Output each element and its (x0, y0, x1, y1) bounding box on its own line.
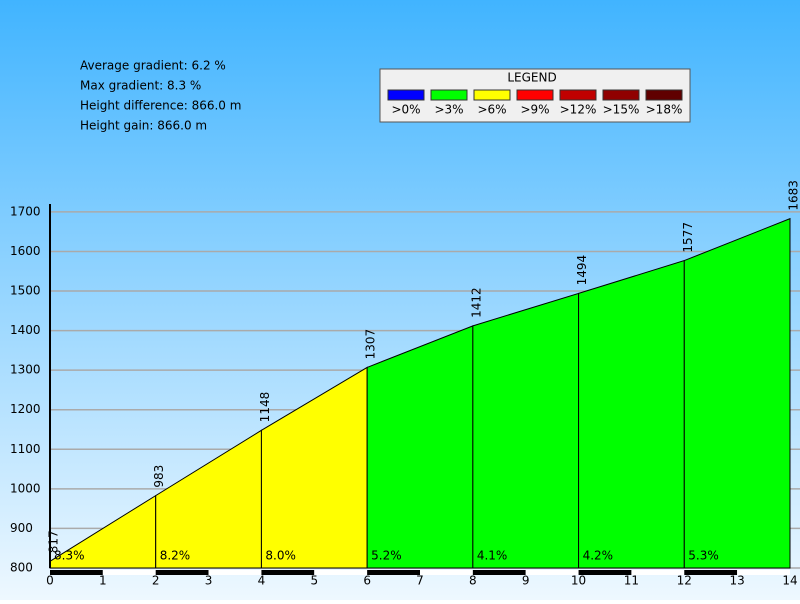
stat-text: Max gradient: 8.3 % (80, 79, 201, 93)
x-axis-stripe (420, 570, 473, 575)
x-tick-label: 13 (730, 574, 745, 588)
profile-segment (579, 261, 685, 568)
legend-label: >15% (603, 103, 640, 117)
x-axis-stripe (473, 570, 526, 575)
legend-label: >18% (646, 103, 683, 117)
x-tick-label: 5 (310, 574, 318, 588)
x-axis-stripe (209, 570, 262, 575)
stat-text: Average gradient: 6.2 % (80, 59, 226, 73)
x-axis-stripe (156, 570, 209, 575)
gradient-label: 8.2% (160, 549, 191, 563)
y-tick-label: 800 (10, 561, 33, 575)
legend-swatch (474, 90, 510, 100)
x-tick-label: 7 (416, 574, 424, 588)
profile-segment (473, 293, 579, 568)
elevation-label: 817 (47, 530, 61, 553)
legend-label: >12% (560, 103, 597, 117)
elevation-label: 1307 (364, 329, 378, 360)
elevation-label: 1577 (681, 222, 695, 253)
profile-segment (367, 326, 473, 568)
legend-swatch (603, 90, 639, 100)
x-axis-stripe (367, 570, 420, 575)
x-tick-label: 1 (99, 574, 107, 588)
x-tick-label: 11 (624, 574, 639, 588)
legend-label: >0% (391, 103, 420, 117)
legend-swatch (560, 90, 596, 100)
x-tick-label: 3 (205, 574, 213, 588)
legend-swatch (517, 90, 553, 100)
x-axis-stripe (314, 570, 367, 575)
gradient-label: 5.3% (688, 549, 719, 563)
y-tick-label: 1700 (10, 204, 41, 218)
legend-title: LEGEND (507, 71, 556, 85)
x-tick-label: 14 (782, 574, 797, 588)
legend-label: >3% (434, 103, 463, 117)
legend-label: >9% (520, 103, 549, 117)
y-tick-label: 1100 (10, 442, 41, 456)
stat-text: Height gain: 866.0 m (80, 119, 207, 133)
y-tick-label: 1500 (10, 284, 41, 298)
legend-swatch (646, 90, 682, 100)
y-tick-label: 1200 (10, 402, 41, 416)
y-tick-label: 900 (10, 521, 33, 535)
gradient-label: 4.2% (583, 549, 614, 563)
x-axis-stripe (261, 570, 314, 575)
y-tick-label: 1000 (10, 481, 41, 495)
x-axis-stripe (50, 570, 103, 575)
y-tick-label: 1400 (10, 323, 41, 337)
x-tick-label: 10 (571, 574, 586, 588)
legend-label: >6% (477, 103, 506, 117)
x-tick-label: 9 (522, 574, 530, 588)
elevation-label: 1412 (469, 287, 483, 318)
x-tick-label: 6 (363, 574, 371, 588)
x-tick-label: 0 (46, 574, 54, 588)
gradient-label: 8.0% (265, 549, 296, 563)
elevation-label: 1683 (787, 180, 800, 211)
elevation-label: 1148 (258, 392, 272, 423)
stat-text: Height difference: 866.0 m (80, 99, 241, 113)
legend-swatch (388, 90, 424, 100)
y-tick-label: 1600 (10, 244, 41, 258)
y-tick-label: 1300 (10, 363, 41, 377)
legend-swatch (431, 90, 467, 100)
x-tick-label: 8 (469, 574, 477, 588)
gradient-label: 4.1% (477, 549, 508, 563)
elevation-label: 1494 (575, 255, 589, 286)
gradient-label: 5.2% (371, 549, 402, 563)
elevation-label: 983 (152, 465, 166, 488)
profile-segment (684, 219, 790, 568)
x-tick-label: 4 (258, 574, 266, 588)
x-tick-label: 12 (677, 574, 692, 588)
x-axis-stripe (103, 570, 156, 575)
x-tick-label: 2 (152, 574, 160, 588)
